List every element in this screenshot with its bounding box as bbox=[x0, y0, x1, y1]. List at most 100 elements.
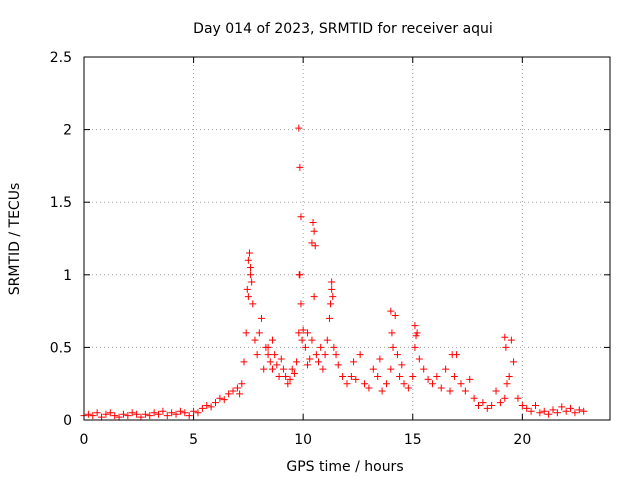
data-point bbox=[198, 404, 206, 412]
data-point bbox=[102, 410, 110, 418]
data-point bbox=[328, 278, 336, 286]
data-point bbox=[176, 407, 184, 415]
plot-frame bbox=[83, 56, 611, 421]
data-point bbox=[216, 394, 224, 402]
data-point bbox=[310, 293, 318, 301]
data-point bbox=[284, 380, 292, 388]
data-point bbox=[309, 219, 317, 227]
data-point bbox=[518, 401, 526, 409]
data-point bbox=[247, 271, 255, 279]
data-point bbox=[286, 375, 294, 383]
data-point bbox=[411, 343, 419, 351]
data-point bbox=[295, 124, 303, 132]
data-point bbox=[242, 329, 250, 337]
data-point bbox=[413, 329, 421, 337]
data-point bbox=[264, 351, 272, 359]
data-point bbox=[84, 410, 92, 418]
data-point bbox=[323, 336, 331, 344]
data-point bbox=[376, 355, 384, 363]
data-point bbox=[361, 380, 369, 388]
data-point bbox=[393, 351, 401, 359]
data-point bbox=[325, 314, 333, 322]
data-point bbox=[350, 358, 358, 366]
data-point bbox=[387, 365, 395, 373]
data-point bbox=[389, 343, 397, 351]
data-point bbox=[378, 387, 386, 395]
x-tick-label: 5 bbox=[189, 432, 198, 448]
data-point bbox=[415, 355, 423, 363]
data-point bbox=[558, 403, 566, 411]
data-point bbox=[391, 311, 399, 319]
data-point bbox=[290, 370, 298, 378]
data-point bbox=[124, 412, 132, 420]
data-point bbox=[301, 343, 309, 351]
data-point bbox=[540, 407, 548, 415]
data-point bbox=[553, 409, 561, 417]
data-point bbox=[229, 387, 237, 395]
data-point bbox=[428, 380, 436, 388]
data-point bbox=[271, 351, 279, 359]
data-point bbox=[527, 407, 535, 415]
y-tick-label: 0.5 bbox=[50, 340, 72, 356]
axis-ticks bbox=[83, 56, 610, 421]
data-point bbox=[420, 365, 428, 373]
data-point bbox=[317, 343, 325, 351]
data-point bbox=[146, 412, 154, 420]
data-point bbox=[273, 361, 281, 369]
data-point bbox=[433, 372, 441, 380]
data-point bbox=[409, 372, 417, 380]
data-point bbox=[240, 358, 248, 366]
data-point bbox=[296, 163, 304, 171]
grid-lines bbox=[84, 57, 610, 420]
data-point bbox=[496, 399, 504, 407]
x-tick-label: 0 bbox=[80, 432, 89, 448]
data-point bbox=[181, 409, 189, 417]
data-point bbox=[295, 329, 303, 337]
data-point bbox=[339, 372, 347, 380]
data-point bbox=[466, 375, 474, 383]
y-tick-label: 2.5 bbox=[50, 50, 72, 66]
y-tick-labels: 0 0.5 1 1.5 2 2.5 bbox=[50, 50, 72, 429]
data-point bbox=[111, 412, 119, 420]
data-point bbox=[310, 227, 318, 235]
chart-title: Day 014 of 2023, SRMTID for receiver aqu… bbox=[193, 21, 493, 37]
data-point bbox=[374, 372, 382, 380]
data-point bbox=[244, 293, 252, 301]
data-point bbox=[248, 278, 256, 286]
data-point bbox=[404, 384, 412, 392]
data-point bbox=[575, 406, 583, 414]
data-point bbox=[277, 355, 285, 363]
data-point bbox=[190, 407, 198, 415]
data-point bbox=[461, 387, 469, 395]
data-point bbox=[501, 333, 509, 341]
data-point bbox=[398, 361, 406, 369]
data-point bbox=[260, 365, 268, 373]
x-tick-label: 10 bbox=[294, 432, 312, 448]
data-point bbox=[510, 358, 518, 366]
y-tick-label: 0 bbox=[63, 413, 72, 429]
data-point bbox=[297, 300, 305, 308]
data-point bbox=[220, 396, 228, 404]
data-point bbox=[106, 409, 114, 417]
data-point bbox=[119, 410, 127, 418]
data-point bbox=[446, 387, 454, 395]
data-point bbox=[255, 329, 263, 337]
data-point bbox=[298, 336, 306, 344]
data-point bbox=[115, 413, 123, 421]
data-point bbox=[264, 343, 272, 351]
data-point bbox=[475, 401, 482, 409]
data-point bbox=[251, 336, 259, 344]
data-point bbox=[470, 394, 478, 402]
x-axis-title: GPS time / hours bbox=[286, 459, 403, 475]
data-point bbox=[293, 358, 301, 366]
data-point bbox=[562, 407, 570, 415]
data-point bbox=[387, 307, 395, 315]
data-point bbox=[388, 329, 396, 337]
data-point bbox=[531, 401, 539, 409]
data-point bbox=[502, 343, 510, 351]
data-point bbox=[275, 372, 283, 380]
data-point bbox=[268, 336, 276, 344]
data-point bbox=[203, 401, 211, 409]
data-point bbox=[523, 404, 531, 412]
data-point bbox=[450, 372, 458, 380]
